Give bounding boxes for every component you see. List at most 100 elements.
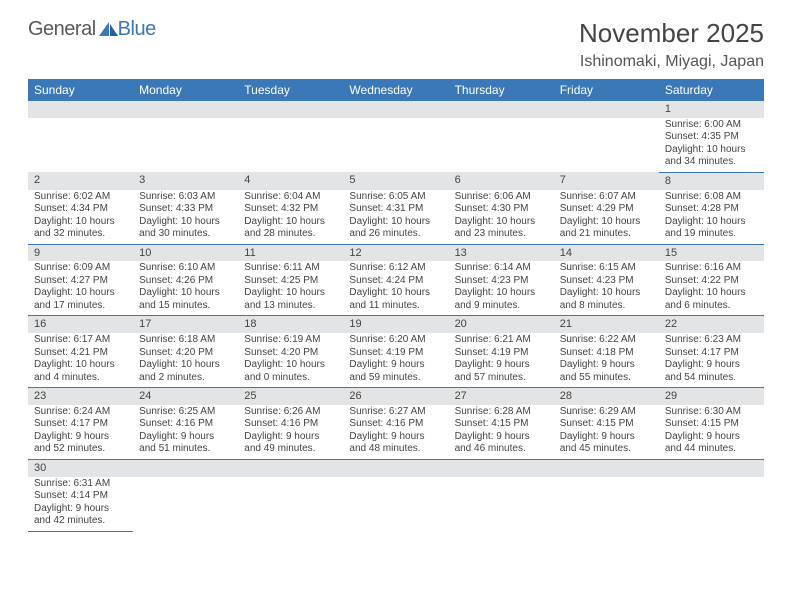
day-number: 30 [28, 459, 133, 476]
day-detail: Sunrise: 6:16 AMSunset: 4:22 PMDaylight:… [659, 261, 764, 316]
day-number [133, 101, 238, 118]
day-detail: Sunrise: 6:23 AMSunset: 4:17 PMDaylight:… [659, 333, 764, 388]
day-detail [28, 118, 133, 173]
daynum-row: 16171819202122 [28, 316, 764, 333]
day-header: Monday [133, 79, 238, 101]
daynum-row: 2345678 [28, 172, 764, 189]
location: Ishinomaki, Miyagi, Japan [579, 53, 764, 71]
day-detail [343, 118, 448, 173]
day-number: 6 [449, 172, 554, 189]
day-header: Friday [554, 79, 659, 101]
day-detail: Sunrise: 6:14 AMSunset: 4:23 PMDaylight:… [449, 261, 554, 316]
day-number: 2 [28, 172, 133, 189]
day-number: 28 [554, 388, 659, 405]
day-number: 29 [659, 388, 764, 405]
day-detail: Sunrise: 6:20 AMSunset: 4:19 PMDaylight:… [343, 333, 448, 388]
day-number: 25 [238, 388, 343, 405]
day-number: 11 [238, 244, 343, 261]
day-number: 14 [554, 244, 659, 261]
day-number [238, 101, 343, 118]
daynum-row: 1 [28, 101, 764, 118]
day-number: 3 [133, 172, 238, 189]
day-number [449, 101, 554, 118]
logo-text-b: Blue [118, 18, 156, 41]
day-number: 18 [238, 316, 343, 333]
day-detail: Sunrise: 6:25 AMSunset: 4:16 PMDaylight:… [133, 405, 238, 460]
day-detail: Sunrise: 6:18 AMSunset: 4:20 PMDaylight:… [133, 333, 238, 388]
day-detail: Sunrise: 6:17 AMSunset: 4:21 PMDaylight:… [28, 333, 133, 388]
day-detail: Sunrise: 6:07 AMSunset: 4:29 PMDaylight:… [554, 190, 659, 245]
calendar-table: SundayMondayTuesdayWednesdayThursdayFrid… [28, 79, 764, 532]
daynum-row: 9101112131415 [28, 244, 764, 261]
day-number: 12 [343, 244, 448, 261]
detail-row: Sunrise: 6:24 AMSunset: 4:17 PMDaylight:… [28, 405, 764, 460]
day-detail [554, 118, 659, 173]
day-detail: Sunrise: 6:02 AMSunset: 4:34 PMDaylight:… [28, 190, 133, 245]
day-number [133, 459, 238, 476]
day-detail [133, 477, 238, 532]
day-detail: Sunrise: 6:21 AMSunset: 4:19 PMDaylight:… [449, 333, 554, 388]
day-detail: Sunrise: 6:04 AMSunset: 4:32 PMDaylight:… [238, 190, 343, 245]
day-detail: Sunrise: 6:24 AMSunset: 4:17 PMDaylight:… [28, 405, 133, 460]
day-detail: Sunrise: 6:28 AMSunset: 4:15 PMDaylight:… [449, 405, 554, 460]
day-number: 8 [659, 172, 764, 189]
day-detail: Sunrise: 6:10 AMSunset: 4:26 PMDaylight:… [133, 261, 238, 316]
detail-row: Sunrise: 6:02 AMSunset: 4:34 PMDaylight:… [28, 190, 764, 245]
header: General Blue November 2025 Ishinomaki, M… [28, 18, 764, 71]
day-detail: Sunrise: 6:00 AMSunset: 4:35 PMDaylight:… [659, 118, 764, 173]
day-detail [449, 118, 554, 173]
day-number [343, 459, 448, 476]
day-number [659, 459, 764, 476]
day-number: 10 [133, 244, 238, 261]
day-number: 24 [133, 388, 238, 405]
day-number: 1 [659, 101, 764, 118]
day-detail: Sunrise: 6:12 AMSunset: 4:24 PMDaylight:… [343, 261, 448, 316]
day-header: Wednesday [343, 79, 448, 101]
day-detail: Sunrise: 6:11 AMSunset: 4:25 PMDaylight:… [238, 261, 343, 316]
detail-row: Sunrise: 6:09 AMSunset: 4:27 PMDaylight:… [28, 261, 764, 316]
detail-row: Sunrise: 6:31 AMSunset: 4:14 PMDaylight:… [28, 477, 764, 532]
daynum-row: 30 [28, 459, 764, 476]
day-detail: Sunrise: 6:31 AMSunset: 4:14 PMDaylight:… [28, 477, 133, 532]
day-number: 23 [28, 388, 133, 405]
day-detail: Sunrise: 6:22 AMSunset: 4:18 PMDaylight:… [554, 333, 659, 388]
day-number: 4 [238, 172, 343, 189]
detail-row: Sunrise: 6:17 AMSunset: 4:21 PMDaylight:… [28, 333, 764, 388]
day-header-row: SundayMondayTuesdayWednesdayThursdayFrid… [28, 79, 764, 101]
day-detail: Sunrise: 6:05 AMSunset: 4:31 PMDaylight:… [343, 190, 448, 245]
day-number: 20 [449, 316, 554, 333]
sail-icon [98, 21, 120, 39]
day-detail [343, 477, 448, 532]
day-detail: Sunrise: 6:09 AMSunset: 4:27 PMDaylight:… [28, 261, 133, 316]
day-number [343, 101, 448, 118]
day-number: 21 [554, 316, 659, 333]
day-number: 17 [133, 316, 238, 333]
day-number: 9 [28, 244, 133, 261]
day-number: 7 [554, 172, 659, 189]
day-detail: Sunrise: 6:30 AMSunset: 4:15 PMDaylight:… [659, 405, 764, 460]
day-detail: Sunrise: 6:29 AMSunset: 4:15 PMDaylight:… [554, 405, 659, 460]
day-number: 15 [659, 244, 764, 261]
day-detail: Sunrise: 6:08 AMSunset: 4:28 PMDaylight:… [659, 190, 764, 245]
day-detail: Sunrise: 6:15 AMSunset: 4:23 PMDaylight:… [554, 261, 659, 316]
day-number: 26 [343, 388, 448, 405]
day-header: Tuesday [238, 79, 343, 101]
day-header: Thursday [449, 79, 554, 101]
day-number: 5 [343, 172, 448, 189]
day-header: Sunday [28, 79, 133, 101]
page-title: November 2025 [579, 18, 764, 49]
day-number: 27 [449, 388, 554, 405]
day-detail: Sunrise: 6:26 AMSunset: 4:16 PMDaylight:… [238, 405, 343, 460]
daynum-row: 23242526272829 [28, 388, 764, 405]
day-number: 22 [659, 316, 764, 333]
day-detail [238, 477, 343, 532]
logo: General Blue [28, 18, 156, 41]
day-detail: Sunrise: 6:03 AMSunset: 4:33 PMDaylight:… [133, 190, 238, 245]
day-detail [133, 118, 238, 173]
logo-text-a: General [28, 18, 96, 41]
day-number [449, 459, 554, 476]
day-detail [659, 477, 764, 532]
day-number: 19 [343, 316, 448, 333]
day-detail: Sunrise: 6:19 AMSunset: 4:20 PMDaylight:… [238, 333, 343, 388]
day-number [28, 101, 133, 118]
